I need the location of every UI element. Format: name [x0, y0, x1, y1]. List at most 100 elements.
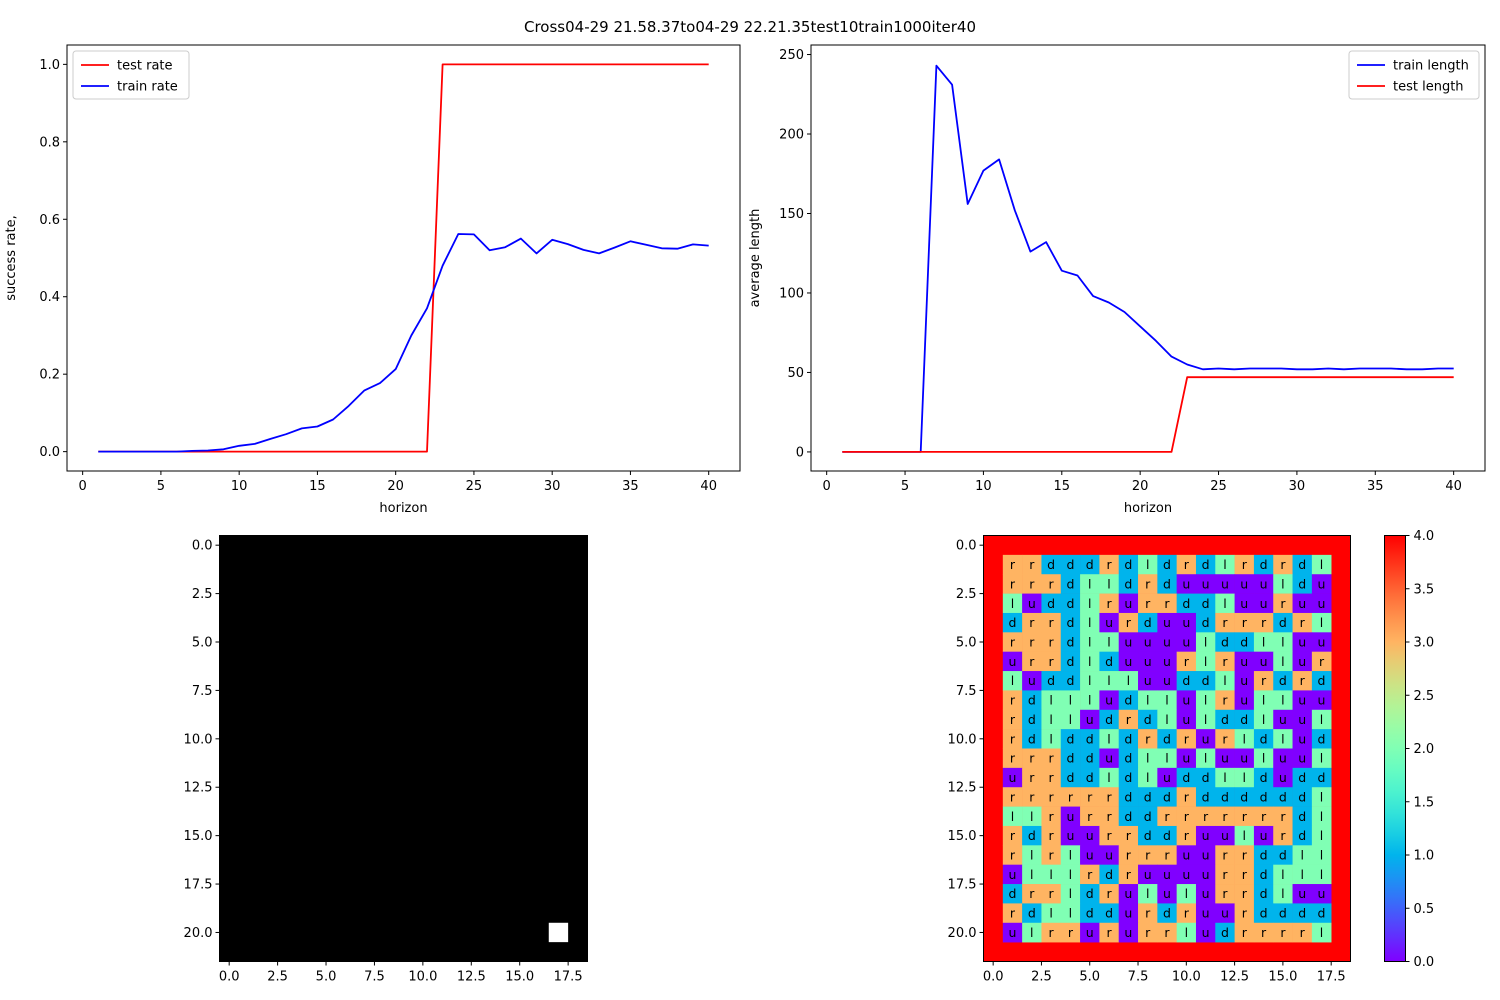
policy-cell-label: l — [1030, 925, 1033, 940]
policy-cell — [1118, 554, 1139, 575]
figure-title: Cross04-29 21.58.37to04-29 22.21.35test1… — [524, 18, 976, 36]
policy-cell-label: l — [1281, 886, 1284, 901]
policy-cell-label: r — [1010, 751, 1016, 766]
policy-cell-label: u — [1202, 576, 1210, 591]
policy-cell-label: l — [1146, 770, 1149, 785]
policy-cell-label: u — [1124, 635, 1132, 650]
policy-cell-label: d — [1028, 828, 1036, 843]
policy-cell — [1118, 632, 1139, 652]
policy-cell — [1273, 903, 1293, 924]
policy-cell-label: r — [1049, 654, 1055, 669]
policy-cell-label: l — [1320, 848, 1323, 863]
policy-cell — [1157, 884, 1177, 904]
policy-cell-label: l — [1204, 654, 1207, 669]
policy-cell-label: d — [1066, 673, 1074, 688]
policy-cell-label: l — [1049, 731, 1052, 746]
policy-cell — [1292, 574, 1313, 594]
legend-box — [72, 50, 190, 100]
policy-cell — [1060, 612, 1081, 633]
policy-cell — [1292, 845, 1313, 865]
policy-cell-label: l — [1049, 906, 1052, 921]
y-tick-label: 15.0 — [184, 829, 213, 844]
policy-cell — [1099, 787, 1120, 807]
policy-cell-label: d — [1260, 770, 1268, 785]
policy-cell — [1253, 729, 1274, 749]
x-tick-label: 5 — [901, 479, 909, 494]
policy-cell-label: r — [1106, 809, 1112, 824]
policy-cell — [1234, 903, 1255, 924]
policy-cell — [1118, 651, 1139, 672]
policy-cell-label: u — [1009, 654, 1017, 669]
policy-cell-label: d — [1086, 886, 1094, 901]
policy-cell-label: u — [1182, 615, 1190, 630]
policy-cell — [1041, 574, 1062, 594]
policy-cell-label: u — [1144, 673, 1152, 688]
x-tick-label: 17.5 — [1317, 970, 1346, 985]
policy-cell-label: l — [1011, 596, 1014, 611]
policy-cell — [1080, 651, 1100, 672]
policy-cell — [1157, 574, 1177, 594]
policy-cell — [1060, 671, 1081, 691]
policy-cell-label: r — [1300, 673, 1306, 688]
policy-cell — [1041, 671, 1062, 691]
policy-cell — [1138, 806, 1158, 827]
policy-cell-label: u — [1144, 867, 1152, 882]
policy-cell — [1060, 884, 1081, 904]
policy-cell — [1273, 709, 1293, 730]
policy-cell — [1138, 825, 1158, 846]
policy-cell — [1099, 864, 1120, 885]
policy-cell-label: l — [1320, 557, 1323, 572]
policy-cell — [1292, 554, 1313, 575]
policy-cell — [1022, 709, 1042, 730]
policy-cell — [1234, 709, 1255, 730]
policy-cell — [1253, 554, 1274, 575]
policy-cell-label: r — [1242, 809, 1248, 824]
policy-cell — [1002, 884, 1023, 904]
policy-cell-label: d — [1202, 615, 1210, 630]
policy-cell-label: u — [1318, 886, 1326, 901]
policy-cell-label: l — [1146, 557, 1149, 572]
x-tick-label: 2.5 — [1031, 970, 1052, 985]
policy-cell — [1157, 845, 1177, 865]
policy-cell — [1311, 806, 1332, 827]
policy-cell-label: r — [1068, 925, 1074, 940]
policy-cell-label: r — [1280, 828, 1286, 843]
policy-cell — [1022, 806, 1042, 827]
policy-cell — [1060, 825, 1081, 846]
policy-cell-label: r — [1010, 693, 1016, 708]
policy-cell-label: r — [1010, 906, 1016, 921]
policy-cell-label: d — [1047, 596, 1055, 611]
policy-cell — [1215, 806, 1235, 827]
policy-cell-label: u — [1105, 751, 1113, 766]
policy-cell — [1002, 671, 1023, 691]
policy-cell-label: l — [1204, 751, 1207, 766]
policy-cell — [1253, 922, 1274, 943]
policy-cell-label: r — [1049, 925, 1055, 940]
policy-cell — [1176, 845, 1197, 865]
policy-cell — [1215, 709, 1235, 730]
y-tick-label: 200 — [779, 128, 804, 143]
x-tick-label: 0.0 — [219, 970, 240, 985]
policy-cell-label: r — [1261, 673, 1267, 688]
policy-cell-label: d — [1298, 828, 1306, 843]
legend-box — [1348, 50, 1480, 100]
policy-cell-label: d — [1240, 712, 1248, 727]
policy-cell-label: l — [1320, 867, 1323, 882]
policy-cell — [1292, 806, 1313, 827]
policy-cell — [1215, 922, 1235, 943]
y-tick-label: 10.0 — [948, 732, 977, 747]
policy-cell-label: d — [1318, 731, 1326, 746]
policy-cell — [1215, 632, 1235, 652]
policy-cell — [1215, 903, 1235, 924]
y-axis-label: average length — [748, 209, 763, 308]
policy-cell — [1080, 825, 1100, 846]
policy-cell-label: r — [1106, 596, 1112, 611]
policy-cell — [1253, 612, 1274, 633]
policy-cell-label: d — [1298, 809, 1306, 824]
policy-cell — [1176, 690, 1197, 711]
y-tick-label: 5.0 — [956, 636, 977, 651]
policy-cell — [1273, 574, 1293, 594]
policy-cell-label: l — [1320, 712, 1323, 727]
policy-cell — [1234, 845, 1255, 865]
